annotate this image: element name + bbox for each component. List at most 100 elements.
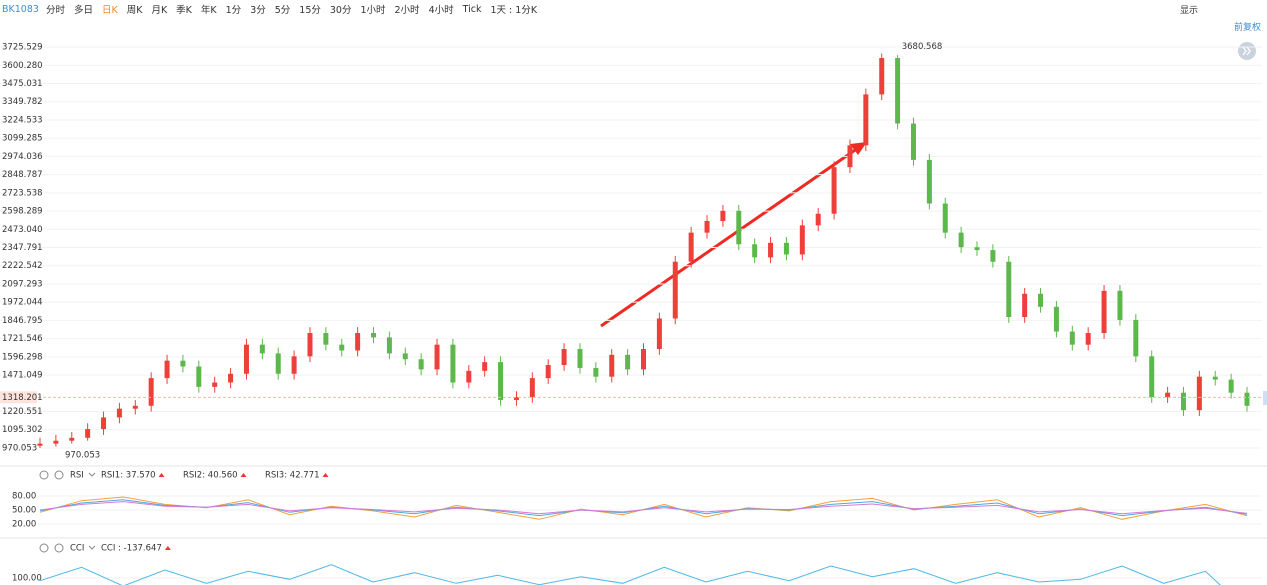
- candle-body: [418, 359, 424, 370]
- period-tab[interactable]: 多日: [73, 5, 93, 16]
- candle-body: [101, 417, 107, 430]
- period-tab[interactable]: 30分: [329, 5, 352, 16]
- candle-body: [529, 378, 535, 398]
- indicator-title: RSI: [70, 471, 84, 481]
- candle-body: [482, 362, 488, 371]
- y-tick-label: 2848.787: [2, 170, 43, 180]
- candle-body: [69, 437, 75, 441]
- period-tab[interactable]: 日K: [101, 5, 118, 16]
- period-tab[interactable]: 3分: [250, 5, 266, 16]
- period-tab[interactable]: 5分: [274, 5, 291, 16]
- indicator-line: [39, 499, 1248, 517]
- candle-body: [307, 333, 313, 357]
- candle-body: [513, 397, 519, 400]
- candle-body: [926, 159, 932, 204]
- chevron[interactable]: [88, 545, 96, 550]
- candle-body: [196, 366, 202, 387]
- period-tab[interactable]: 4小时: [428, 5, 454, 16]
- toolbar: BK1083 分时 多日 日K 周K 月K 季K 年K 1分 3分 5分 15分 30分 1小时 2小时 4…: [0, 0, 1267, 18]
- chevron[interactable]: [88, 472, 96, 477]
- y-tick-label: 1846.795: [2, 316, 43, 326]
- settings-icon[interactable]: [39, 470, 49, 480]
- candle-body: [1244, 392, 1250, 406]
- close-icon[interactable]: [54, 543, 64, 553]
- y-tick-label: 2222.542: [2, 261, 43, 271]
- period-tab[interactable]: 15分: [299, 5, 321, 16]
- candle-body: [752, 244, 758, 258]
- arrow-shaft: [600, 146, 859, 328]
- period-tab[interactable]: 2小时: [394, 5, 420, 16]
- indicator-line: [39, 501, 1248, 515]
- period-tab[interactable]: 1分: [225, 5, 242, 16]
- legend-marker: [240, 473, 247, 477]
- y-tick-label: 20.00: [12, 520, 36, 530]
- candle-body: [355, 333, 361, 351]
- candle-body: [386, 337, 392, 354]
- y-tick-label: 1471.049: [2, 371, 43, 381]
- candle-body: [625, 354, 631, 370]
- period-tab[interactable]: 1天 : 1分K: [490, 5, 538, 16]
- y-tick-label: 2598.289: [2, 207, 43, 217]
- candle-body: [768, 242, 774, 258]
- rsi-header: [39, 470, 96, 480]
- candle-body: [1196, 376, 1202, 411]
- candle-body: [545, 365, 551, 379]
- candle-body: [402, 353, 408, 360]
- y-tick-label: 3475.031: [2, 79, 43, 89]
- period-tab[interactable]: 年K: [200, 5, 217, 16]
- y-tick-label: 1721.546: [2, 334, 43, 344]
- candle-body: [450, 344, 456, 383]
- period-tab[interactable]: 月K: [151, 5, 168, 16]
- candle-body: [339, 344, 345, 351]
- candle-body: [577, 349, 583, 368]
- period-tab[interactable]: 1小时: [360, 5, 386, 16]
- candle-body: [434, 344, 440, 370]
- y-tick-label: 80.00: [12, 492, 36, 502]
- candle-body: [1117, 290, 1123, 320]
- candle-body: [799, 225, 805, 255]
- legend-entry: RSI1: 37.570: [101, 471, 156, 481]
- period-tab[interactable]: 分时: [45, 5, 65, 16]
- candle-body: [53, 440, 59, 444]
- price-handle[interactable]: [1263, 391, 1267, 405]
- candle-body: [895, 58, 901, 124]
- candle-body: [1165, 392, 1171, 398]
- candle-body: [974, 247, 980, 251]
- candle-body: [1133, 319, 1139, 357]
- candle-body: [656, 318, 662, 350]
- candle-body: [259, 344, 265, 354]
- candle-body: [323, 333, 329, 345]
- symbol[interactable]: BK1083: [2, 3, 39, 15]
- candle-body: [736, 210, 742, 245]
- candle-body: [148, 378, 154, 406]
- candle-body: [1053, 306, 1059, 332]
- y-tick-label: 3099.285: [2, 134, 43, 144]
- candle-body: [1101, 290, 1107, 334]
- candle-body: [85, 429, 91, 438]
- y-tick-label: 3725.529: [2, 43, 43, 53]
- candle-body: [958, 232, 964, 248]
- adjust-menu[interactable]: 前复权: [1234, 23, 1262, 33]
- expand-button[interactable]: [1238, 42, 1256, 60]
- candle-body: [720, 210, 726, 221]
- period-tab[interactable]: 季K: [176, 5, 192, 16]
- candle-body: [1149, 356, 1155, 398]
- period-tab[interactable]: 周K: [126, 5, 143, 16]
- candle-body: [1228, 379, 1234, 393]
- candle-body: [1022, 293, 1028, 318]
- candle-body: [243, 344, 249, 374]
- candle-body: [466, 370, 472, 383]
- y-tick-label: 2097.293: [2, 279, 43, 289]
- expand-icon: [1242, 46, 1251, 56]
- y-tick-label: 2347.791: [2, 243, 43, 253]
- y-tick-label: 1095.302: [2, 425, 43, 435]
- period-tab[interactable]: Tick: [462, 3, 482, 15]
- y-tick-label: 100.00: [12, 574, 42, 584]
- settings-icon[interactable]: [39, 543, 49, 553]
- legend-entry: RSI3: 42.771: [265, 471, 320, 481]
- candle-body: [1212, 376, 1218, 380]
- close-icon[interactable]: [54, 470, 64, 480]
- display-menu[interactable]: 显示: [1180, 6, 1199, 16]
- candle-body: [291, 356, 297, 374]
